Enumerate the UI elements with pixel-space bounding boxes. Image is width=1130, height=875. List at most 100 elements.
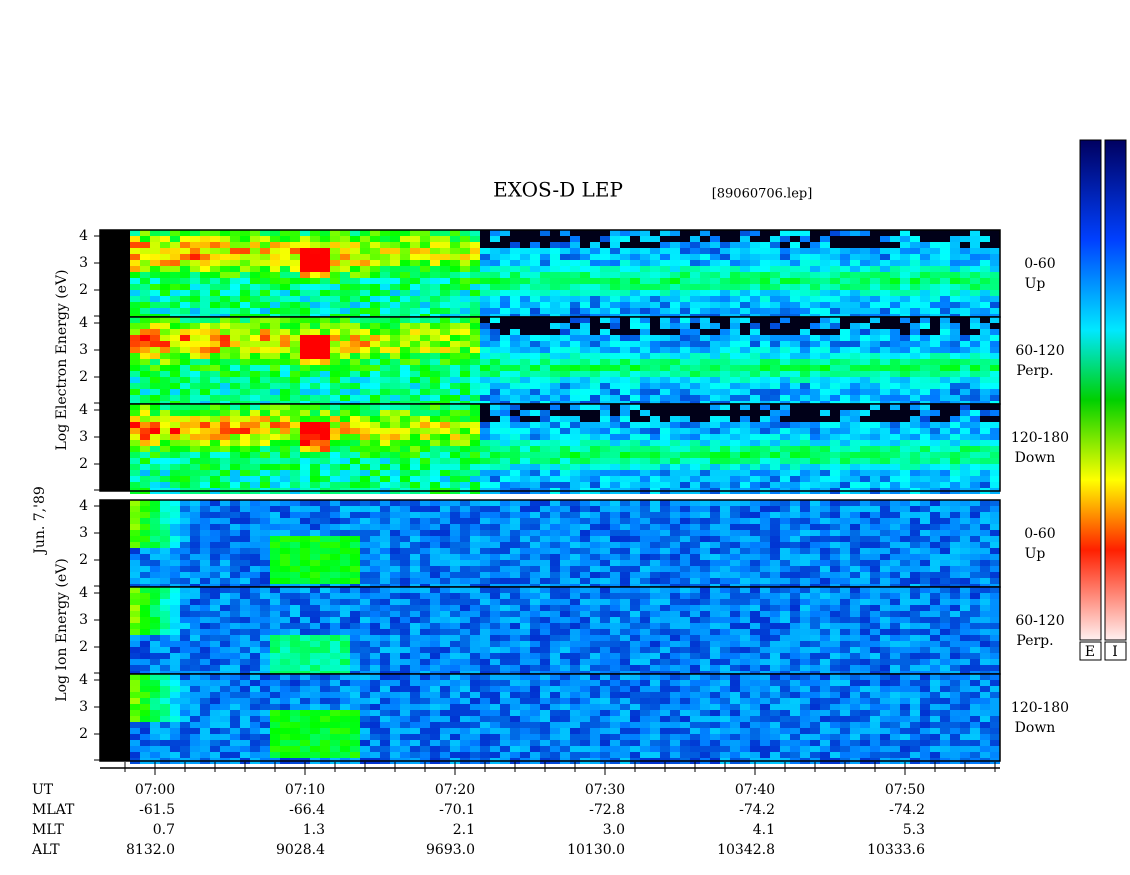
- spectrogram-cell: [950, 353, 960, 359]
- spectrogram-cell: [630, 335, 640, 341]
- spectrogram-cell: [640, 506, 650, 512]
- spectrogram-cell: [570, 230, 580, 236]
- spectrogram-cell: [330, 530, 340, 536]
- spectrogram-cell: [370, 284, 380, 290]
- spectrogram-cell: [230, 359, 240, 365]
- spectrogram-cell: [770, 371, 780, 377]
- spectrogram-cell: [290, 554, 300, 560]
- spectrogram-cell: [570, 458, 580, 464]
- spectrogram-cell: [830, 554, 840, 560]
- spectrogram-cell: [870, 329, 880, 335]
- spectrogram-cell: [300, 548, 310, 554]
- spectrogram-cell: [570, 410, 580, 416]
- spectrogram-cell: [510, 323, 520, 329]
- spectrogram-cell: [550, 377, 560, 383]
- spectrogram-cell: [460, 296, 470, 302]
- spectrogram-cell: [360, 410, 370, 416]
- spectrogram-cell: [660, 512, 670, 518]
- spectrogram-cell: [310, 383, 320, 389]
- spectrogram-cell: [370, 512, 380, 518]
- spectrogram-cell: [670, 335, 680, 341]
- spectrogram-cell: [600, 446, 610, 452]
- spectrogram-cell: [860, 266, 870, 272]
- spectrogram-cell: [640, 365, 650, 371]
- spectrogram-cell: [840, 530, 850, 536]
- spectrogram-cell: [230, 389, 240, 395]
- spectrogram-cell: [410, 323, 420, 329]
- spectrogram-cell: [920, 272, 930, 278]
- spectrogram-cell: [390, 422, 400, 428]
- spectrogram-cell: [500, 560, 510, 566]
- spectrogram-cell: [590, 371, 600, 377]
- spectrogram-cell: [810, 500, 820, 506]
- spectrogram-cell: [230, 452, 240, 458]
- spectrogram-cell: [550, 260, 560, 266]
- spectrogram-cell: [220, 536, 230, 542]
- spectrogram-cell: [620, 323, 630, 329]
- spectrogram-cell: [800, 548, 810, 554]
- spectrogram-cell: [520, 542, 530, 548]
- spectrogram-cell: [780, 302, 790, 308]
- spectrogram-cell: [270, 347, 280, 353]
- spectrogram-cell: [680, 395, 690, 401]
- spectrogram-cell: [860, 506, 870, 512]
- spectrogram-cell: [220, 230, 230, 236]
- spectrogram-cell: [550, 383, 560, 389]
- spectrogram-cell: [560, 290, 570, 296]
- spectrogram-cell: [960, 548, 970, 554]
- spectrogram-cell: [600, 260, 610, 266]
- spectrogram-cell: [770, 506, 780, 512]
- spectrogram-cell: [570, 512, 580, 518]
- spectrogram-cell: [160, 566, 170, 572]
- spectrogram-cell: [220, 566, 230, 572]
- spectrogram-cell: [750, 506, 760, 512]
- spectrogram-cell: [510, 548, 520, 554]
- spectrogram-cell: [400, 290, 410, 296]
- spectrogram-cell: [950, 482, 960, 488]
- spectrogram-cell: [490, 440, 500, 446]
- spectrogram-cell: [910, 365, 920, 371]
- spectrogram-cell: [250, 422, 260, 428]
- spectrogram-cell: [670, 347, 680, 353]
- spectrogram-cell: [430, 446, 440, 452]
- spectrogram-cell: [970, 329, 980, 335]
- spectrogram-cell: [560, 389, 570, 395]
- spectrogram-cell: [240, 317, 250, 323]
- spectrogram-cell: [640, 440, 650, 446]
- spectrogram-cell: [630, 359, 640, 365]
- spectrogram-cell: [530, 278, 540, 284]
- spectrogram-cell: [810, 365, 820, 371]
- spectrogram-cell: [670, 395, 680, 401]
- spectrogram-cell: [970, 347, 980, 353]
- spectrogram-cell: [150, 404, 160, 410]
- spectrogram-cell: [680, 365, 690, 371]
- spectrogram-cell: [160, 482, 170, 488]
- spectrogram-cell: [190, 353, 200, 359]
- spectrogram-cell: [430, 260, 440, 266]
- spectrogram-cell: [890, 542, 900, 548]
- spectrogram-cell: [660, 536, 670, 542]
- spectrogram-cell: [330, 248, 340, 254]
- spectrogram-cell: [320, 335, 330, 341]
- spectrogram-cell: [570, 236, 580, 242]
- spectrogram-cell: [870, 254, 880, 260]
- spectrogram-cell: [700, 284, 710, 290]
- spectrogram-cell: [960, 230, 970, 236]
- spectrogram-cell: [430, 440, 440, 446]
- spectrogram-cell: [440, 254, 450, 260]
- spectrogram-cell: [810, 446, 820, 452]
- spectrogram-cell: [570, 560, 580, 566]
- spectrogram-cell: [690, 389, 700, 395]
- spectrogram-cell: [370, 482, 380, 488]
- spectrogram-cell: [670, 404, 680, 410]
- spectrogram-cell: [960, 434, 970, 440]
- spectrogram-cell: [470, 248, 480, 254]
- spectrogram-cell: [490, 500, 500, 506]
- spectrogram-cell: [610, 560, 620, 566]
- spectrogram-cell: [980, 416, 990, 422]
- spectrogram-cell: [240, 452, 250, 458]
- spectrogram-cell: [240, 446, 250, 452]
- spectrogram-cell: [950, 548, 960, 554]
- spectrogram-cell: [580, 410, 590, 416]
